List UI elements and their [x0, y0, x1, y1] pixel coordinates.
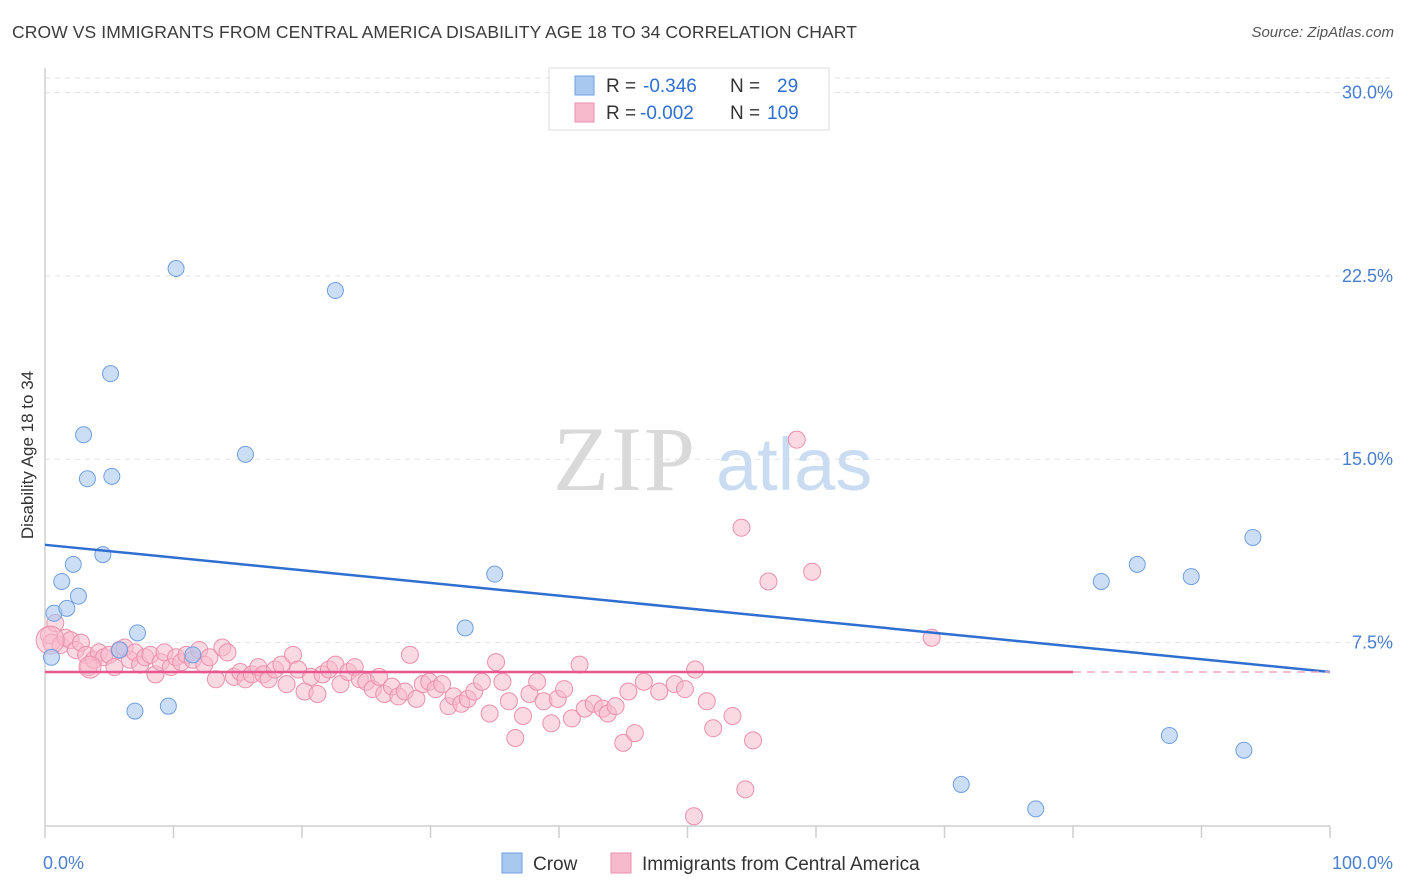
data-point-immigrants [542, 714, 561, 733]
x-axis-ticks [44, 826, 1331, 838]
data-point-immigrants [218, 643, 237, 662]
data-point-immigrants [528, 672, 547, 691]
chart-title: CROW VS IMMIGRANTS FROM CENTRAL AMERICA … [12, 22, 858, 42]
series-crow-points [42, 260, 1262, 818]
legend-swatch-immigrants [574, 102, 595, 123]
data-point-immigrants [675, 680, 694, 699]
source-label: Source: ZipAtlas.com [1251, 24, 1394, 41]
data-point-immigrants [506, 728, 525, 747]
data-point-crow [486, 565, 504, 583]
data-point-crow [75, 426, 93, 444]
data-point-crow [103, 467, 121, 485]
series-immigrants-points [35, 430, 941, 826]
bottom-legend-label-crow: Crow [533, 854, 578, 875]
data-point-crow [64, 555, 82, 573]
data-point-immigrants [625, 724, 644, 743]
data-point-immigrants [78, 655, 102, 679]
data-point-immigrants [606, 697, 625, 716]
data-point-immigrants [308, 684, 327, 703]
data-point-immigrants [514, 706, 533, 725]
data-point-crow [1160, 727, 1178, 745]
legend-r-value-immigrants: -0.002 [640, 103, 694, 124]
data-point-immigrants [472, 672, 491, 691]
data-point-immigrants [493, 672, 512, 691]
data-point-immigrants [400, 645, 419, 664]
y-tick-label: 30.0% [1342, 82, 1393, 102]
bottom-legend-swatch-immigrants [610, 852, 632, 874]
legend-swatch-crow [574, 75, 595, 96]
trend-lines [44, 543, 1331, 674]
data-point-crow [78, 470, 96, 488]
data-point-crow [129, 624, 147, 642]
y-tick-label: 15.0% [1342, 449, 1393, 469]
top-legend: R = -0.346 N = 29 R = -0.002 N = 109 [548, 67, 830, 131]
data-point-immigrants [736, 780, 755, 799]
legend-n-label-immigrants: N = [730, 103, 760, 124]
data-point-immigrants [200, 648, 219, 667]
data-point-immigrants [684, 807, 703, 826]
x-tick-label-min: 0.0% [43, 853, 84, 873]
data-point-immigrants [686, 660, 705, 679]
data-point-immigrants [499, 692, 518, 711]
data-point-crow [102, 365, 120, 383]
data-point-crow [1092, 572, 1110, 590]
data-point-crow [456, 619, 474, 637]
legend-r-label-immigrants: R = [606, 103, 636, 124]
legend-n-label-crow: N = [730, 76, 760, 97]
data-point-crow [952, 775, 970, 793]
data-point-immigrants [634, 672, 653, 691]
data-point-immigrants [697, 692, 716, 711]
y-tick-label: 7.5% [1352, 633, 1393, 653]
data-point-crow [111, 641, 129, 659]
data-point-immigrants [787, 430, 806, 449]
grid-lines [45, 77, 1395, 644]
data-point-crow [69, 587, 87, 605]
legend-n-value-crow: 29 [777, 76, 798, 97]
data-point-immigrants [487, 653, 506, 672]
data-point-immigrants [744, 731, 763, 750]
data-point-crow [42, 648, 60, 666]
x-tick-label-max: 100.0% [1332, 853, 1393, 873]
data-point-crow [1128, 555, 1146, 573]
data-point-immigrants [650, 682, 669, 701]
data-point-immigrants [555, 680, 574, 699]
data-point-crow [236, 445, 254, 463]
y-tick-labels: 7.5% 15.0% 22.5% 30.0% [1342, 82, 1393, 652]
data-point-crow [184, 646, 202, 664]
data-point-immigrants [704, 719, 723, 738]
data-point-crow [53, 572, 71, 590]
bottom-legend-label-immigrants: Immigrants from Central America [642, 854, 920, 875]
data-point-crow [1182, 568, 1200, 586]
legend-r-value-crow: -0.346 [643, 76, 697, 97]
data-point-immigrants [206, 670, 225, 689]
data-point-immigrants [433, 675, 452, 694]
legend-n-value-immigrants: 109 [767, 103, 799, 124]
data-point-crow [167, 260, 185, 278]
data-point-crow [126, 702, 144, 720]
data-point-immigrants [759, 572, 778, 591]
data-point-immigrants [480, 704, 499, 723]
data-point-immigrants [619, 682, 638, 701]
data-point-crow [326, 282, 344, 300]
data-point-immigrants [562, 709, 581, 728]
y-tick-label: 22.5% [1342, 266, 1393, 286]
bottom-legend-swatch-crow [501, 852, 523, 874]
trend-line-crow [44, 543, 1331, 674]
data-point-crow [58, 599, 76, 617]
data-point-crow [1235, 741, 1253, 759]
y-axis-title: Disability Age 18 to 34 [18, 371, 37, 539]
data-point-immigrants [723, 706, 742, 725]
data-point-immigrants [277, 675, 296, 694]
watermark-zip: ZIP [553, 408, 697, 510]
bottom-legend: Crow Immigrants from Central America [501, 852, 920, 875]
data-point-immigrants [614, 733, 633, 752]
data-point-crow [159, 697, 177, 715]
data-point-immigrants [803, 562, 822, 581]
legend-r-label-crow: R = [606, 76, 636, 97]
data-point-immigrants [732, 518, 751, 537]
data-point-crow [1244, 528, 1262, 546]
data-point-immigrants [570, 655, 589, 674]
data-point-crow [1027, 800, 1045, 818]
